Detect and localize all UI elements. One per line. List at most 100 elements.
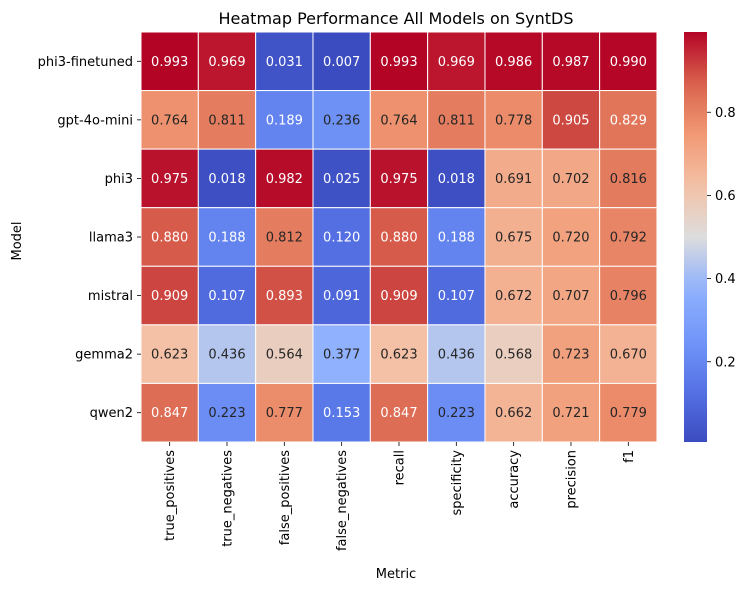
heatmap-cell-label: 0.670 (610, 348, 647, 363)
chart-title: Heatmap Performance All Models on SyntDS (219, 9, 574, 28)
heatmap-cell (255, 90, 314, 150)
heatmap-cell (599, 148, 658, 209)
heatmap-cell-label: 0.909 (380, 289, 417, 304)
heatmap-cell-label: 0.893 (266, 289, 303, 304)
heatmap-cell-label: 0.987 (552, 55, 589, 70)
heatmap-cell (369, 382, 429, 443)
heatmap-cell (369, 148, 429, 209)
x-tick-label: specificity (450, 450, 465, 516)
heatmap-cell (541, 90, 601, 150)
heatmap-cell (140, 90, 199, 150)
heatmap-cell (140, 382, 199, 443)
y-axis-ticks: phi3-finetuned gpt-4o-mini phi3 llama3 mistr… (38, 55, 141, 421)
heatmap-cell-label: 0.721 (552, 406, 589, 421)
heatmap-cell (197, 31, 257, 92)
heatmap-cell-label: 0.153 (323, 406, 360, 421)
heatmap-cell-label: 0.880 (151, 231, 188, 246)
heatmap-cell-label: 0.777 (266, 406, 303, 421)
heatmap-cell-label: 0.909 (151, 289, 188, 304)
heatmap-cell-label: 0.993 (151, 55, 188, 70)
heatmap-cell-label: 0.107 (438, 289, 475, 304)
heatmap-cell-label: 0.796 (610, 289, 647, 304)
heatmap-cell-label: 0.564 (266, 348, 303, 363)
heatmap-cell (140, 207, 199, 267)
heatmap-cell-label: 0.778 (495, 113, 532, 128)
heatmap-cell-label: 0.764 (151, 113, 188, 128)
heatmap-cell (599, 324, 658, 384)
heatmap-cell-label: 0.377 (323, 348, 360, 363)
heatmap-cell-label: 0.091 (323, 289, 360, 304)
heatmap-cell-label: 0.691 (495, 172, 532, 187)
heatmap-cell (369, 90, 429, 150)
heatmap-cell-label: 0.436 (438, 348, 475, 363)
y-tick-label: phi3-finetuned (38, 55, 133, 70)
colorbar-ticks: 0.2 0.4 0.6 0.8 (707, 106, 736, 370)
colorbar-tick-label: 0.4 (715, 272, 736, 287)
x-tick-label: true_positives (163, 450, 178, 541)
heatmap-cell-label: 0.707 (552, 289, 589, 304)
heatmap-cell-label: 0.025 (323, 172, 360, 187)
heatmap-cell (140, 148, 199, 209)
y-tick-label: llama3 (89, 231, 133, 246)
heatmap-cell (255, 31, 314, 92)
heatmap-cell (427, 324, 486, 384)
colorbar-tick-label: 0.8 (715, 106, 736, 121)
heatmap-cell-label: 0.811 (438, 113, 475, 128)
colorbar-tick-label: 0.6 (715, 189, 736, 204)
heatmap-cell-label: 0.623 (151, 348, 188, 363)
heatmap-cell-label: 0.990 (610, 55, 647, 70)
heatmap-cell-label: 0.905 (552, 113, 589, 128)
y-axis-label: Model (10, 221, 25, 260)
heatmap-cell (599, 265, 658, 326)
heatmap-cell-label: 0.812 (266, 231, 303, 246)
heatmap-cell-label: 0.120 (323, 231, 360, 246)
heatmap-cell (369, 324, 429, 384)
heatmap-cell (140, 265, 199, 326)
heatmap-cell-label: 0.811 (208, 113, 245, 128)
heatmap-cells (140, 31, 658, 443)
heatmap-cell-label: 0.969 (208, 55, 245, 70)
heatmap-cell (255, 148, 314, 209)
heatmap-cell-label: 0.188 (208, 231, 245, 246)
heatmap-cell-label: 0.720 (552, 231, 589, 246)
heatmap-cell-label: 0.792 (610, 231, 647, 246)
heatmap-cell-label: 0.816 (610, 172, 647, 187)
heatmap-cell (484, 90, 543, 150)
colorbar (684, 32, 707, 442)
heatmap-cell-label: 0.764 (380, 113, 417, 128)
heatmap-cell-label: 0.847 (380, 406, 417, 421)
heatmap-cell-label: 0.623 (380, 348, 417, 363)
heatmap-cell (140, 31, 199, 92)
heatmap-cell (484, 148, 543, 209)
heatmap-cell-label: 0.223 (208, 406, 245, 421)
heatmap-cell-label: 0.975 (151, 172, 188, 187)
heatmap-cell-label: 0.031 (266, 55, 303, 70)
heatmap-cell (541, 31, 601, 92)
heatmap-cell-label: 0.189 (266, 113, 303, 128)
heatmap-cell (484, 382, 543, 443)
heatmap-cell (427, 265, 486, 326)
heatmap-cell (197, 148, 257, 209)
heatmap-cell (197, 324, 257, 384)
heatmap-cell (197, 207, 257, 267)
heatmap-cell (255, 265, 314, 326)
heatmap-cell-label: 0.436 (208, 348, 245, 363)
y-tick-label: gemma2 (75, 348, 133, 363)
heatmap-cell (599, 90, 658, 150)
y-tick-label: gpt-4o-mini (57, 113, 133, 128)
x-tick-label: f1 (622, 450, 637, 463)
heatmap-cell-label: 0.662 (495, 406, 532, 421)
heatmap-cell (312, 148, 371, 209)
colorbar-tick-label: 0.2 (715, 355, 736, 370)
heatmap-cell (197, 382, 257, 443)
x-tick-label: recall (392, 450, 407, 485)
heatmap-cell-label: 0.982 (266, 172, 303, 187)
y-tick-label: phi3 (105, 172, 133, 187)
y-tick-label: qwen2 (90, 406, 133, 421)
heatmap-cell-label: 0.018 (438, 172, 475, 187)
heatmap-cell-label: 0.188 (438, 231, 475, 246)
heatmap-cell-label: 0.779 (610, 406, 647, 421)
heatmap-cell (427, 31, 486, 92)
heatmap-cell-label: 0.829 (610, 113, 647, 128)
